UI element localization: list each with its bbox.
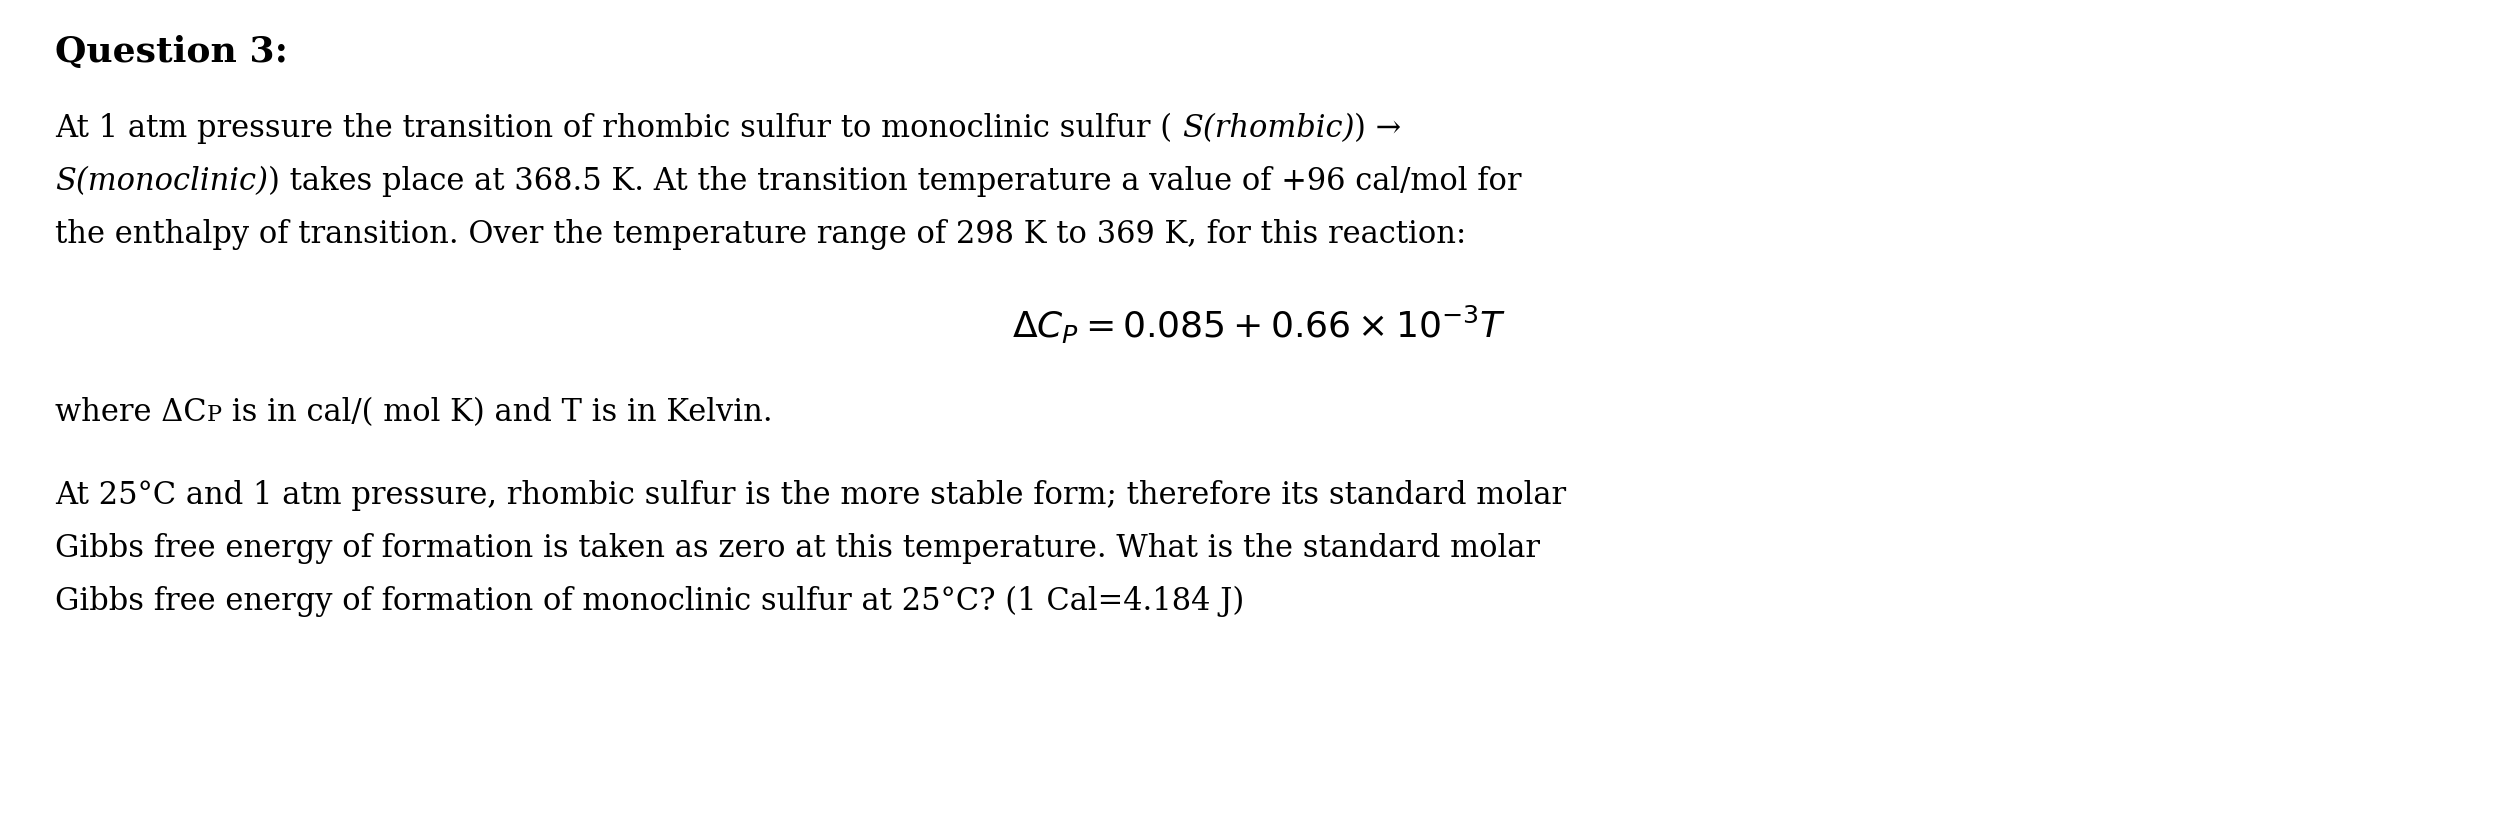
Text: $\Delta C_P = 0.085 + 0.66 \times 10^{-3}T$: $\Delta C_P = 0.085 + 0.66 \times 10^{-3… [1012, 304, 1506, 346]
Text: Gibbs free energy of formation is taken as zero at this temperature. What is the: Gibbs free energy of formation is taken … [55, 533, 1541, 564]
Text: At 25°C and 1 atm pressure, rhombic sulfur is the more stable form; therefore it: At 25°C and 1 atm pressure, rhombic sulf… [55, 480, 1566, 511]
Text: is in cal/( mol K) and T is in Kelvin.: is in cal/( mol K) and T is in Kelvin. [222, 397, 773, 428]
Text: P: P [206, 404, 222, 426]
Text: At 1 atm pressure the transition of rhombic sulfur to monoclinic sulfur (: At 1 atm pressure the transition of rhom… [55, 113, 1181, 144]
Text: ) →: ) → [1355, 113, 1403, 144]
Text: ) takes place at 368.5 K. At the transition temperature a value of +96 cal/mol f: ) takes place at 368.5 K. At the transit… [267, 166, 1521, 197]
Text: Gibbs free energy of formation of monoclinic sulfur at 25°C? (1 Cal=4.184 J): Gibbs free energy of formation of monocl… [55, 586, 1244, 617]
Text: the enthalpy of transition. Over the temperature range of 298 K to 369 K, for th: the enthalpy of transition. Over the tem… [55, 219, 1465, 250]
Text: Question 3:: Question 3: [55, 35, 287, 69]
Text: S(monoclinic): S(monoclinic) [55, 166, 267, 197]
Text: where ΔC: where ΔC [55, 397, 206, 428]
Text: S(rhombic): S(rhombic) [1181, 113, 1355, 144]
